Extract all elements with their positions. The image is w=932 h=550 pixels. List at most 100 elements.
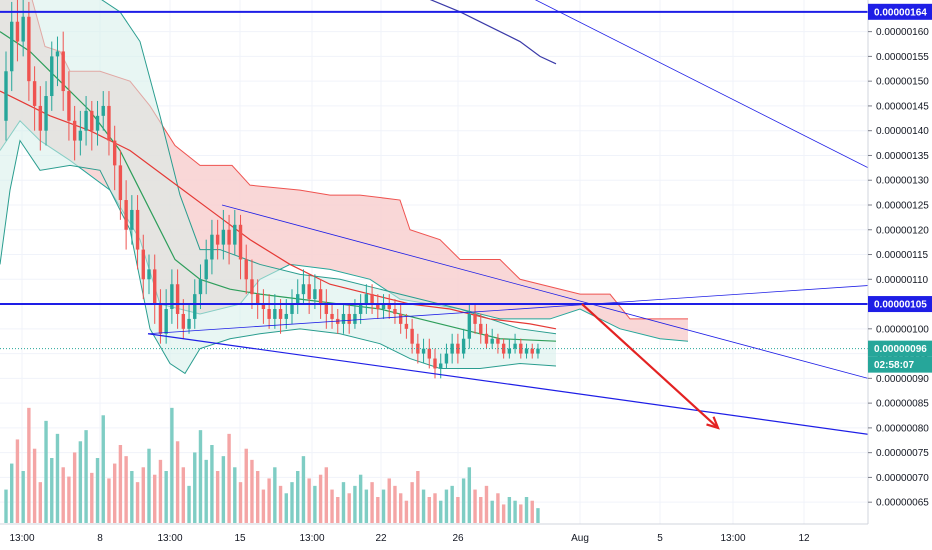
volume-bar [393, 485, 397, 523]
candle-body [21, 16, 25, 42]
level-badge-label: 0.00000164 [874, 7, 927, 18]
volume-bar [4, 489, 8, 523]
descending-resistance-line[interactable] [221, 204, 869, 379]
volume-bar [187, 485, 191, 523]
level-badge-label: 0.00000105 [874, 300, 927, 311]
time-tick-label: 13:00 [720, 533, 745, 544]
volume-bar [90, 472, 94, 523]
band-lower [0, 139, 557, 375]
candle-body [273, 309, 277, 319]
volume-bar [164, 471, 168, 523]
candle-body [261, 304, 266, 310]
volume-bar [273, 467, 277, 523]
time-tick-label: Aug [571, 533, 589, 544]
price-axis[interactable]: 0.00000065 0.00000070 0.00000075 0.00000080… [868, 27, 929, 509]
level-badge [868, 3, 932, 20]
volume-bar [21, 471, 25, 523]
volume-bar [507, 497, 512, 523]
volume-bar [330, 489, 334, 523]
candle-body [364, 294, 369, 305]
candle-body [530, 348, 534, 354]
volume-bar [353, 485, 357, 523]
candle-body [107, 105, 111, 141]
volume-bar [135, 482, 140, 523]
time-tick-label: 13:00 [9, 533, 34, 544]
cloud-span-b [0, 120, 689, 342]
candle-body [112, 140, 117, 166]
volume-bar [38, 482, 43, 523]
time-axis[interactable]: 13:00 8 13:00 15 13:00 22 26 Aug 5 13:00 12 [9, 533, 810, 544]
time-tick-label: 26 [452, 533, 464, 544]
time-tick-label: 12 [798, 533, 810, 544]
volume-bar [44, 420, 48, 523]
time-tick-label: 8 [97, 533, 103, 544]
volume-bar [290, 482, 294, 523]
volume-bar [67, 476, 71, 523]
ma-line [0, 31, 557, 342]
candle-body [381, 304, 386, 310]
volume-bar [101, 415, 105, 523]
time-tick-label: 15 [234, 533, 246, 544]
candle-body [467, 313, 472, 339]
candle-body [238, 224, 243, 260]
time-tick-label: 22 [375, 533, 387, 544]
candle-body [193, 294, 197, 319]
candle-body [170, 284, 174, 310]
volume-bar [27, 407, 31, 523]
candle-body [250, 279, 254, 295]
candle-body [198, 279, 203, 295]
candle-body [32, 81, 37, 106]
volume-bar [61, 467, 65, 523]
descending-support-line[interactable] [147, 333, 932, 444]
candle-body [536, 348, 540, 354]
time-tick-label: 13:00 [157, 533, 182, 544]
candle-body [55, 51, 60, 57]
price-tick-label: 0.00000100 [876, 324, 929, 335]
candle-body [398, 313, 403, 324]
candle-body [524, 348, 529, 354]
volume-bar [490, 500, 494, 523]
time-tick-label: 5 [657, 533, 663, 544]
candle-body [72, 120, 77, 141]
volume-bar [398, 493, 403, 523]
volume-bar [261, 489, 266, 523]
long-descending-line[interactable] [520, 0, 932, 201]
candle-body [101, 105, 105, 116]
candle-body [118, 165, 123, 201]
ascending-trend-line[interactable] [147, 280, 932, 335]
candle-body [301, 284, 306, 295]
volume-bar [296, 471, 300, 523]
price-tick-label: 0.00000080 [876, 423, 929, 434]
candle-body [175, 284, 180, 314]
volume-bar [313, 485, 317, 523]
candle-body [318, 289, 323, 305]
candle-body [290, 304, 294, 314]
volume-bar [32, 448, 37, 523]
price-tick-label: 0.00000120 [876, 225, 929, 236]
candle-body [90, 110, 94, 131]
countdown-label: 02:58:07 [874, 360, 914, 371]
candle-body [376, 304, 380, 310]
volume-bars [4, 407, 540, 523]
candle-body [67, 91, 71, 121]
candle-body [479, 323, 483, 334]
time-tick-label: 13:00 [299, 533, 324, 544]
candle-body [496, 338, 500, 344]
candle-body [410, 328, 414, 344]
price-axis-bg [868, 0, 932, 524]
volume-bar [250, 459, 254, 523]
volume-bar [501, 504, 506, 523]
trend-drawings[interactable] [0, 0, 932, 444]
volume-bar [341, 482, 346, 523]
volume-bar [255, 471, 260, 523]
volume-bar [204, 459, 208, 523]
candle-body [15, 21, 20, 42]
last-price-badge-label: 0.00000096 [874, 344, 927, 355]
volume-bar [370, 482, 374, 523]
candle-body [44, 96, 48, 131]
volume-bar [78, 441, 83, 523]
price-tick-label: 0.00000125 [876, 200, 929, 211]
projection-arrow[interactable] [581, 303, 719, 429]
candle-body [278, 309, 283, 319]
